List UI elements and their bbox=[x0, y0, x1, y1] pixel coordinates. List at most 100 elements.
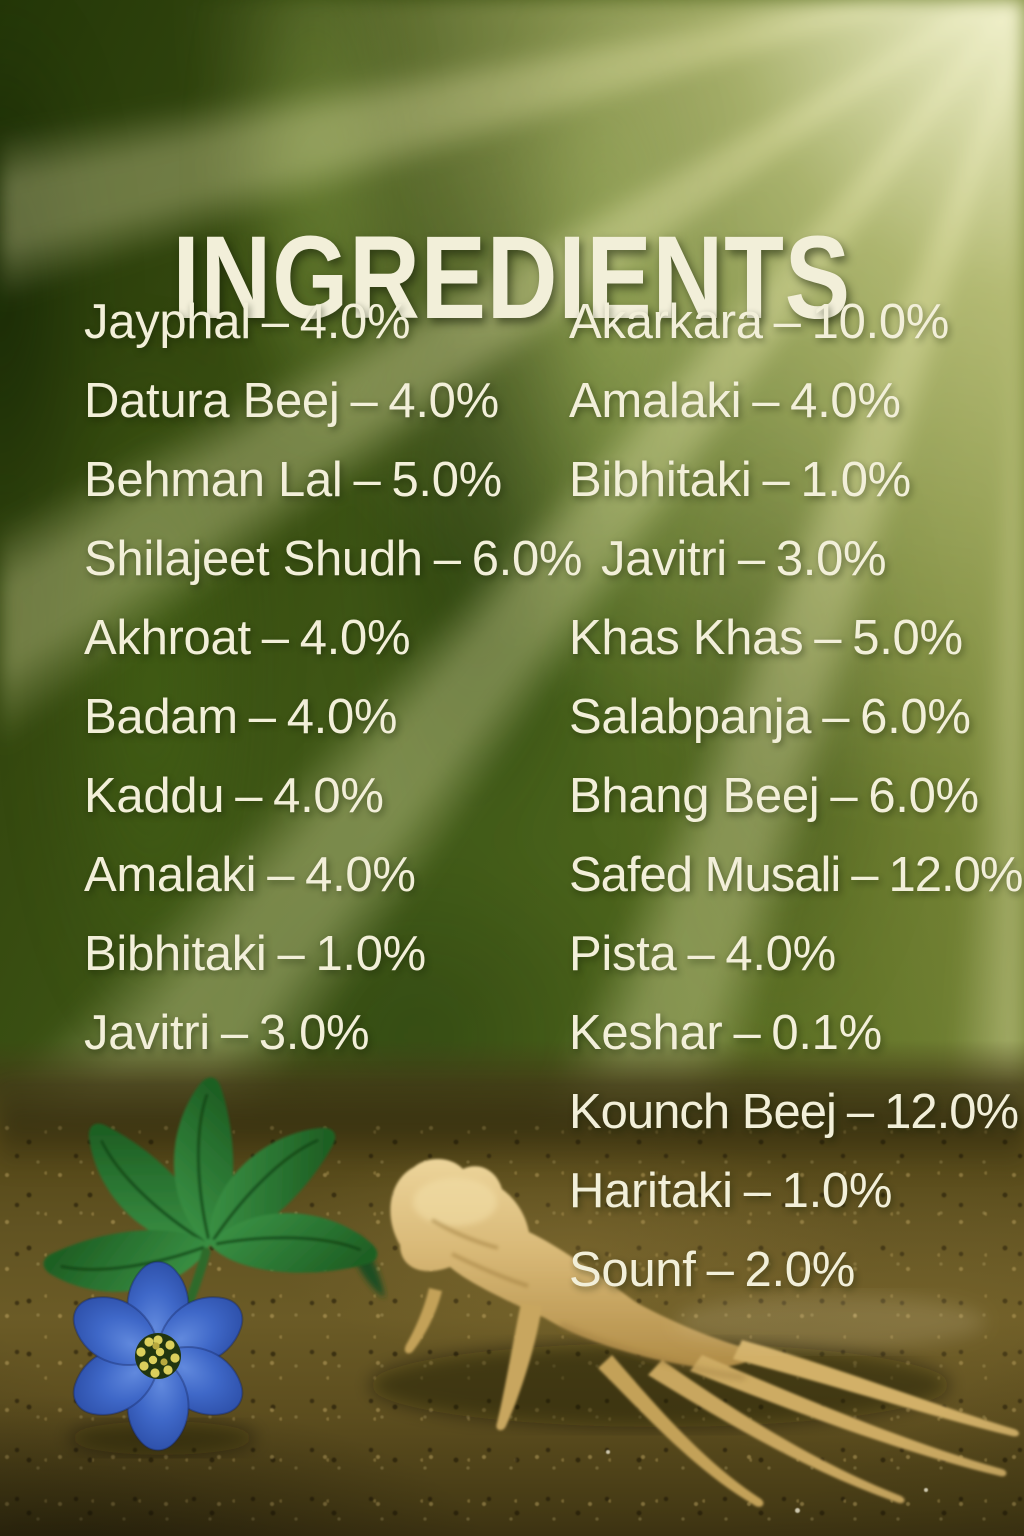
ingredient-percent: 4.0% bbox=[790, 374, 901, 428]
ingredient-item: Salabpanja –6.0% bbox=[569, 678, 1022, 757]
ingredient-name: Behman Lal bbox=[84, 453, 343, 507]
ingredient-item: Haritaki –1.0% bbox=[569, 1152, 1022, 1231]
ingredient-separator: – bbox=[773, 295, 801, 349]
flower-stem bbox=[163, 1247, 211, 1357]
flower-center bbox=[135, 1333, 181, 1379]
ingredient-item: Javitri –3.0% bbox=[84, 994, 582, 1073]
ingredient-separator: – bbox=[261, 611, 289, 665]
ingredient-percent: 10.0% bbox=[811, 295, 950, 349]
ingredient-separator: – bbox=[353, 453, 381, 507]
ingredient-item: Javitri –3.0% bbox=[569, 520, 1022, 599]
ingredient-item: Sounf –2.0% bbox=[569, 1231, 1022, 1310]
ingredient-percent: 1.0% bbox=[315, 927, 426, 981]
leaf-whorl bbox=[43, 1077, 378, 1357]
ingredient-item: Bhang Beej –6.0% bbox=[569, 757, 1022, 836]
ingredient-separator: – bbox=[706, 1243, 734, 1297]
ingredient-name: Safed Musali bbox=[569, 848, 841, 902]
ingredient-name: Salabpanja bbox=[569, 690, 812, 744]
ingredient-name: Shilajeet Shudh bbox=[84, 532, 423, 586]
ingredient-percent: 4.0% bbox=[286, 690, 398, 744]
ingredient-name: Amalaki bbox=[569, 374, 742, 428]
ingredient-separator: – bbox=[248, 690, 276, 744]
ingredient-percent: 3.0% bbox=[775, 532, 887, 586]
ingredient-item: Safed Musali –12.0% bbox=[569, 836, 1024, 915]
ingredient-name: Pista bbox=[569, 927, 677, 981]
ingredient-name: Amalaki bbox=[84, 848, 257, 902]
ingredient-percent: 6.0% bbox=[471, 532, 583, 586]
ingredient-name: Akhroat bbox=[84, 611, 251, 665]
ingredient-name: Kounch Beej bbox=[569, 1085, 837, 1139]
ingredient-percent: 6.0% bbox=[860, 690, 971, 744]
ingredient-percent: 4.0% bbox=[273, 769, 384, 823]
ingredient-item: Datura Beej –4.0% bbox=[84, 362, 582, 441]
blue-flower bbox=[68, 1260, 256, 1455]
soil-speck bbox=[606, 1450, 610, 1454]
ingredient-percent: 4.0% bbox=[305, 848, 416, 902]
ingredient-percent: 4.0% bbox=[725, 927, 836, 981]
ingredient-item: Jayphal –4.0% bbox=[84, 283, 582, 362]
ingredient-name: Bibhitaki bbox=[84, 927, 267, 981]
root-shadow bbox=[370, 1343, 950, 1427]
ingredient-separator: – bbox=[261, 295, 289, 349]
page-title-text: INGREDIENTS bbox=[172, 212, 852, 345]
ingredient-separator: – bbox=[737, 532, 765, 586]
ingredient-separator: – bbox=[814, 611, 842, 665]
ingredient-percent: 4.0% bbox=[299, 611, 411, 665]
ingredient-separator: – bbox=[851, 848, 878, 902]
ingredient-separator: – bbox=[752, 374, 780, 428]
ingredient-separator: – bbox=[267, 848, 295, 902]
ingredients-column-left: Jayphal –4.0% Datura Beej –4.0% Behman Lal –5… bbox=[84, 283, 583, 1073]
ingredients-column-right: Akarkara –10.0% Amalaki –4.0% Bibhitaki –1.0%… bbox=[569, 283, 1024, 1310]
ingredient-name: Sounf bbox=[569, 1243, 696, 1297]
ingredient-percent: 12.0% bbox=[888, 848, 1024, 902]
ingredient-item: Amalaki –4.0% bbox=[569, 362, 1022, 441]
ingredient-percent: 2.0% bbox=[744, 1243, 856, 1297]
ingredient-name: Khas Khas bbox=[569, 611, 804, 665]
ingredient-name: Bhang Beej bbox=[569, 769, 820, 823]
ingredient-name: Javitri bbox=[84, 1006, 210, 1060]
ingredient-percent: 12.0% bbox=[884, 1085, 1019, 1139]
ingredient-separator: – bbox=[687, 927, 715, 981]
ingredient-item: Akarkara –10.0% bbox=[569, 283, 1022, 362]
ingredient-percent: 3.0% bbox=[258, 1006, 370, 1060]
ingredient-separator: – bbox=[830, 769, 858, 823]
ingredient-item: Amalaki –4.0% bbox=[84, 836, 582, 915]
ingredient-percent: 5.0% bbox=[852, 611, 963, 665]
ingredient-item: Badam –4.0% bbox=[84, 678, 582, 757]
ingredient-percent: 6.0% bbox=[868, 769, 979, 823]
ingredient-name: Bibhitaki bbox=[569, 453, 752, 507]
ingredient-item: Kaddu –4.0% bbox=[84, 757, 582, 836]
ingredient-name: Datura Beej bbox=[84, 374, 340, 428]
ingredient-item: Behman Lal –5.0% bbox=[84, 441, 582, 520]
ingredient-separator: – bbox=[762, 453, 790, 507]
ingredient-name: Akarkara bbox=[569, 295, 763, 349]
ingredient-name: Kaddu bbox=[84, 769, 225, 823]
ingredient-name: Jayphal bbox=[84, 295, 251, 349]
ingredient-percent: 1.0% bbox=[800, 453, 911, 507]
ingredient-name: Javitri bbox=[601, 532, 727, 586]
ingredient-item: Khas Khas –5.0% bbox=[569, 599, 1022, 678]
ingredient-separator: – bbox=[822, 690, 850, 744]
ingredient-separator: – bbox=[743, 1164, 771, 1218]
ingredient-separator: – bbox=[733, 1006, 761, 1060]
flower-stamens bbox=[136, 1335, 180, 1378]
ingredient-item: Akhroat –4.0% bbox=[84, 599, 582, 678]
ingredient-separator: – bbox=[846, 1085, 874, 1139]
soil-speck bbox=[795, 1508, 800, 1513]
ingredient-item: Pista –4.0% bbox=[569, 915, 1022, 994]
ingredient-separator: – bbox=[350, 374, 378, 428]
ingredient-separator: – bbox=[277, 927, 305, 981]
ingredient-name: Haritaki bbox=[569, 1164, 733, 1218]
ingredient-separator: – bbox=[235, 769, 263, 823]
ingredient-item: Bibhitaki –1.0% bbox=[569, 441, 1022, 520]
ingredient-name: Badam bbox=[84, 690, 238, 744]
page-title: INGREDIENTS bbox=[0, 219, 1024, 337]
ingredient-separator: – bbox=[220, 1006, 248, 1060]
ingredient-item: Keshar –0.1% bbox=[569, 994, 1022, 1073]
ingredient-separator: – bbox=[433, 532, 461, 586]
ingredient-item: Kounch Beej –12.0% bbox=[569, 1073, 1022, 1152]
ingredient-percent: 4.0% bbox=[299, 295, 411, 349]
soil-speck bbox=[924, 1488, 928, 1492]
flower-shadow bbox=[68, 1421, 256, 1455]
